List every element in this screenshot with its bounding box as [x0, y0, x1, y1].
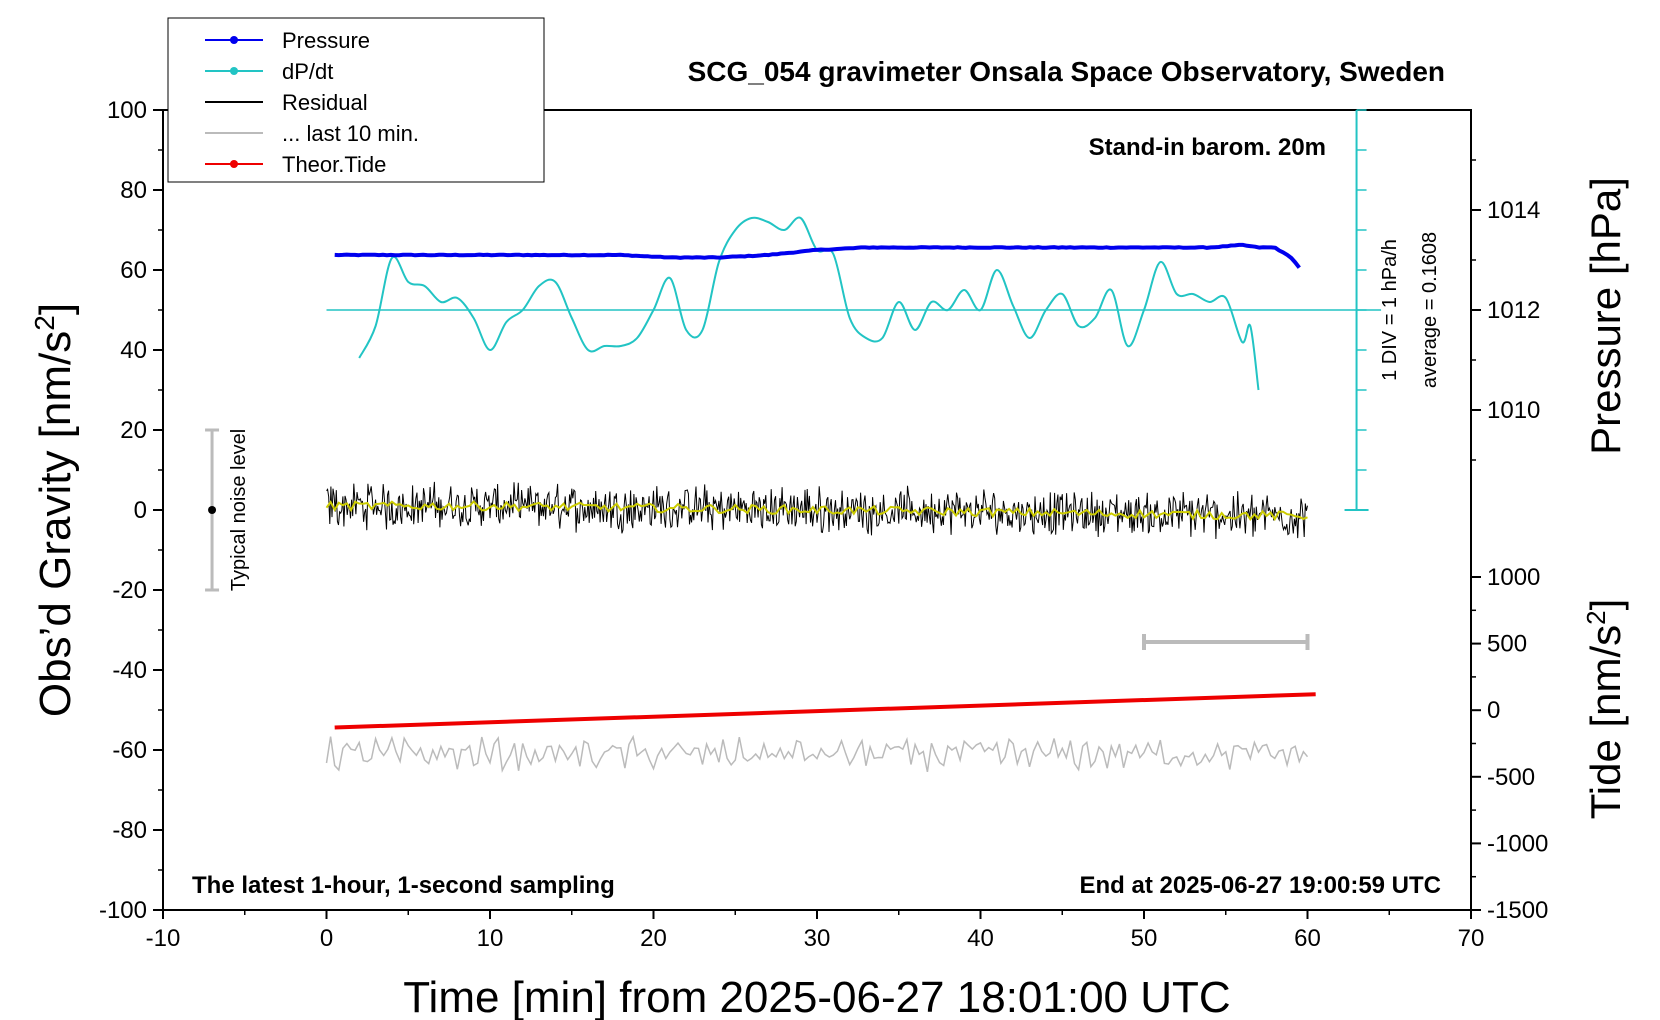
sampling-note: The latest 1-hour, 1-second sampling: [192, 872, 615, 899]
y-tick-label: 80: [120, 177, 147, 204]
dpdt-series-line: [358, 216, 1260, 391]
x-tick-label: 0: [320, 925, 333, 952]
stand-in-barometer-note: Stand-in barom. 20m: [1089, 134, 1326, 161]
pressure-series-line: [334, 242, 1301, 269]
tide-series-line: [334, 692, 1316, 730]
tide-tick-label: -1500: [1487, 897, 1548, 924]
y-axis-gravity: 100 80 60 40 20 0 -20 -40 -60 -80 -100: [99, 97, 163, 924]
y-tick-label: -60: [112, 737, 147, 764]
x-tick-label: 40: [967, 925, 994, 952]
residual-smoothed-line: [325, 500, 1308, 522]
y-axis-title-tide: Tide [nm/s2]: [1581, 599, 1629, 820]
y-tick-label: 100: [107, 97, 147, 124]
y-tick-label: 20: [120, 417, 147, 444]
x-tick-label: 50: [1131, 925, 1158, 952]
y-axis-title-pressure: Pressure [hPa]: [1582, 177, 1629, 455]
noise-level-note: Typical noise level: [228, 429, 250, 591]
legend-label: Theor.Tide: [282, 152, 386, 177]
legend-label: dP/dt: [282, 59, 333, 84]
tide-tick-label: 1000: [1487, 564, 1540, 591]
pressure-tick-label: 1014: [1487, 197, 1540, 224]
x-tick-label: 30: [804, 925, 831, 952]
x-axis: -10 0 10 20 30 40 50 60 70: [146, 910, 1485, 952]
x-tick-label: 60: [1294, 925, 1321, 952]
legend-swatch-marker: [230, 160, 238, 168]
noise-bar-marker: [208, 506, 217, 514]
dpdt-average-note: average = 0.1608: [1419, 232, 1441, 388]
y-axis-tide: 1000 500 0 -500 -1000 -1500: [1471, 564, 1548, 924]
x-tick-label: 20: [640, 925, 667, 952]
chart-title: SCG_054 gravimeter Onsala Space Observat…: [688, 56, 1445, 87]
pressure-tick-label: 1010: [1487, 397, 1540, 424]
y-tick-label: -100: [99, 897, 147, 924]
x-tick-label: 10: [477, 925, 504, 952]
y-tick-label: -40: [112, 657, 147, 684]
y-tick-label: -80: [112, 817, 147, 844]
last10-series-line: [325, 734, 1309, 773]
series-layer: [205, 216, 1382, 773]
y3-axis-title-sup: 2: [1581, 610, 1611, 624]
y-tick-label: 40: [120, 337, 147, 364]
legend-label: ... last 10 min.: [282, 121, 419, 146]
legend-box: [167, 17, 545, 183]
dpdt-div-note: 1 DIV = 1 hPa/h: [1379, 239, 1401, 381]
legend-swatch-marker: [230, 67, 238, 75]
residual-series-line: [326, 481, 1308, 540]
legend-swatch-marker: [230, 36, 238, 44]
x-axis-title: Time [min] from 2025-06-27 18:01:00 UTC: [403, 973, 1230, 1020]
y-tick-label: -20: [112, 577, 147, 604]
y-tick-label: 60: [120, 257, 147, 284]
tide-tick-label: 0: [1487, 697, 1500, 724]
y-axis-pressure: 1014 1012 1010: [1471, 159, 1540, 461]
tide-tick-label: -500: [1487, 764, 1535, 791]
pressure-tick-label: 1012: [1487, 297, 1540, 324]
x-tick-label: -10: [146, 925, 181, 952]
y-tick-label: 0: [134, 497, 147, 524]
legend-label: Residual: [282, 90, 368, 115]
y-axis-title-gravity: Obs’d Gravity [nm/s2]: [29, 303, 80, 717]
x-tick-label: 70: [1458, 925, 1485, 952]
tide-tick-label: -1000: [1487, 830, 1548, 857]
legend: Pressure dP/dt Residual ... last 10 min. The…: [167, 17, 545, 183]
end-time-note: End at 2025-06-27 19:00:59 UTC: [1080, 872, 1442, 899]
legend-label: Pressure: [282, 28, 370, 53]
legend-entries: Pressure dP/dt Residual ... last 10 min. The…: [205, 28, 419, 177]
y-axis-title-sup: 2: [29, 315, 60, 331]
tide-tick-label: 500: [1487, 631, 1527, 658]
